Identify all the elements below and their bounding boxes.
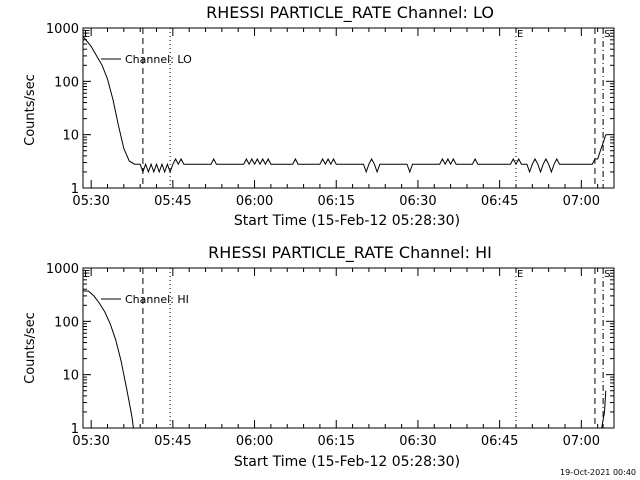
event-marker-label: E [84,269,90,280]
series-line [601,390,607,429]
event-marker-label: S [604,29,610,40]
y-axis-label: Counts/sec [23,74,38,146]
chart-title: RHESSI PARTICLE_RATE Channel: LO [206,3,494,23]
x-tick-label: 06:45 [481,194,518,209]
y-axis-label: Counts/sec [23,312,38,384]
x-tick-label: 07:00 [563,434,600,449]
legend-label: Channel: HI [125,293,189,306]
x-tick-label: 05:45 [154,434,191,449]
x-tick-label: 06:15 [318,194,355,209]
x-axis-label: Start Time (15-Feb-12 05:28:30) [234,454,460,470]
timestamp-label: 19-Oct-2021 00:40 [560,468,636,477]
event-marker-label: E [517,269,523,280]
x-tick-label: 06:00 [236,194,273,209]
x-tick-label: 05:30 [72,434,109,449]
chart-hi-channel: RHESSI PARTICLE_RATE Channel: HI Counts/… [23,243,615,470]
x-tick-label: 06:15 [318,434,355,449]
x-tick-label: 06:30 [399,434,436,449]
chart-lo-channel: RHESSI PARTICLE_RATE Channel: LO Counts/… [23,3,615,229]
y-tick-label: 10 [62,369,79,384]
series-line [83,290,134,429]
x-tick-label: 06:45 [481,434,518,449]
event-marker-label: S [604,269,610,280]
y-tick-label: 100 [54,315,79,330]
chart-title: RHESSI PARTICLE_RATE Channel: HI [208,243,492,263]
y-tick-label: 1000 [46,262,79,277]
y-tick-label: 100 [54,75,79,90]
x-tick-label: 07:00 [563,194,600,209]
legend-label: Channel: LO [125,53,192,66]
x-tick-label: 06:30 [399,194,436,209]
x-tick-label: 05:30 [72,194,109,209]
series-line [82,35,607,174]
y-tick-label: 1 [71,422,79,437]
plot-frame [82,267,615,429]
y-tick-label: 1000 [46,22,79,37]
y-tick-label: 10 [62,129,79,144]
event-marker-label: E [517,29,523,40]
x-tick-label: 05:45 [154,194,191,209]
event-marker-label: E [84,29,90,40]
x-axis-label: Start Time (15-Feb-12 05:28:30) [234,213,460,229]
y-tick-label: 1 [71,182,79,197]
x-tick-label: 06:00 [236,434,273,449]
